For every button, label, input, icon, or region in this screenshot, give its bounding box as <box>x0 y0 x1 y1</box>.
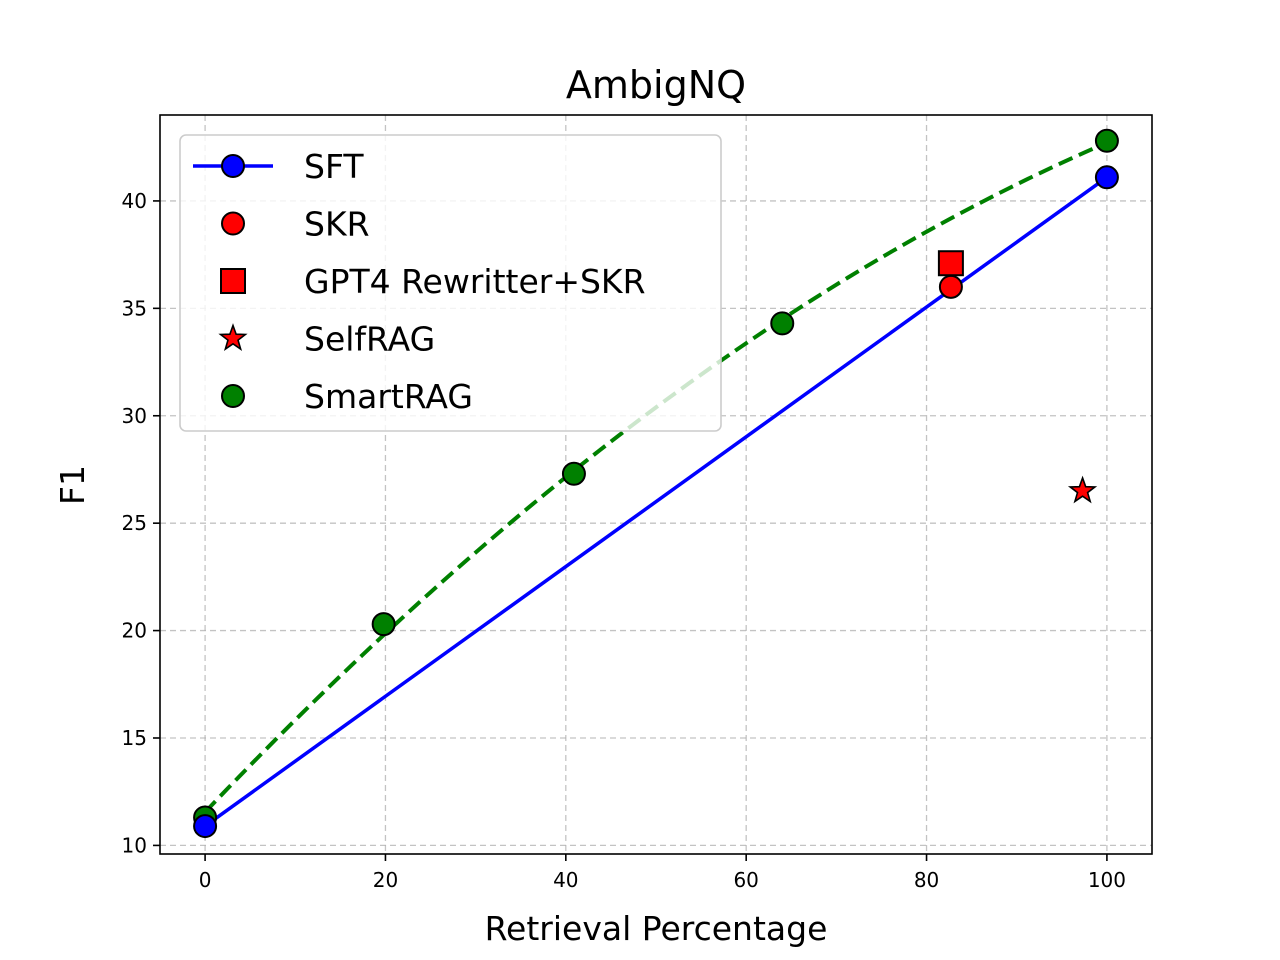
legend-item-gpt4-rewritter-skr: GPT4 Rewritter+SKR <box>220 262 646 301</box>
legend-item-smartrag: SmartRAG <box>221 377 473 416</box>
axis-ticks: 0 20 40 60 80 100 10 15 20 25 30 35 40 <box>122 189 1126 892</box>
legend-marker <box>221 384 245 408</box>
legend: SFT SKR GPT4 Rewritter+SKR SelfRAG SmartRAG <box>179 134 722 432</box>
smartrag-point <box>561 461 586 486</box>
legend-marker <box>221 211 245 236</box>
y-tick-label: 40 <box>122 189 147 213</box>
legend-item-sft: SFT <box>193 147 364 186</box>
legend-label: GPT4 Rewritter+SKR <box>304 262 646 301</box>
legend-marker <box>220 268 246 294</box>
sft-point <box>193 814 218 839</box>
legend-item-selfrag: SelfRAG <box>218 320 435 359</box>
smartrag-point <box>371 612 396 637</box>
plot-frame <box>159 114 1153 855</box>
x-tick-label: 20 <box>373 868 398 892</box>
legend-marker <box>221 154 245 178</box>
y-tick-label: 15 <box>122 726 147 750</box>
selfrag-point <box>1067 475 1098 504</box>
skr-point <box>938 274 963 299</box>
chart-title: AmbigNQ <box>566 63 746 107</box>
x-tick-label: 40 <box>553 868 578 892</box>
y-tick-label: 30 <box>122 404 147 428</box>
sft-point <box>1094 165 1119 190</box>
legend-label: SmartRAG <box>304 377 473 416</box>
y-axis-label: F1 <box>53 465 92 505</box>
gpt4-rewritter-skr-point <box>937 250 964 277</box>
legend-marker <box>218 323 248 351</box>
legend-item-skr: SKR <box>221 205 370 244</box>
y-tick-label: 25 <box>122 511 147 535</box>
y-tick-label: 35 <box>122 296 147 320</box>
smartrag-point <box>770 311 795 336</box>
legend-box <box>179 134 722 432</box>
x-tick-label: 80 <box>914 868 939 892</box>
x-axis-label: Retrieval Percentage <box>485 909 828 948</box>
smartrag-point <box>1094 128 1119 153</box>
y-tick-label: 20 <box>122 619 147 643</box>
y-tick-label: 10 <box>122 833 147 857</box>
legend-label: SFT <box>304 147 364 186</box>
x-tick-label: 0 <box>199 868 212 892</box>
x-tick-label: 60 <box>733 868 758 892</box>
legend-label: SelfRAG <box>304 320 435 359</box>
legend-label: SKR <box>304 205 370 244</box>
x-tick-label: 100 <box>1088 868 1126 892</box>
